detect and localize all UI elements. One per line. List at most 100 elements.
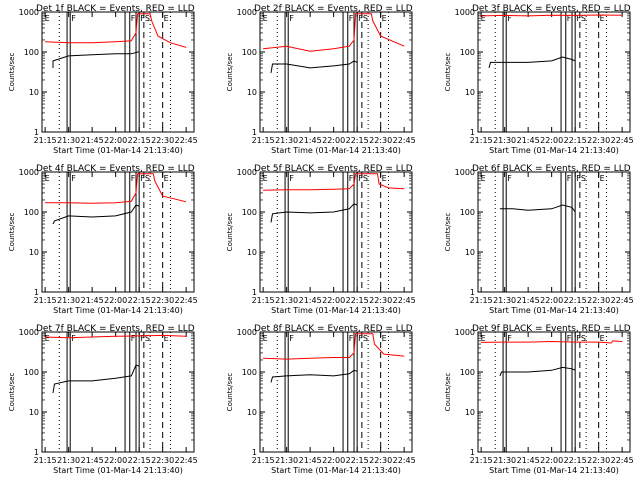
marker-letter: F (71, 174, 76, 183)
y-axis-label: Counts/sec (226, 373, 234, 412)
marker-letter: F (349, 334, 354, 343)
y-tick-label: 1000 (237, 8, 257, 17)
marker-letter: F (349, 174, 354, 183)
axes-frame (259, 171, 413, 293)
x-tick-label: 21:15 (470, 296, 493, 305)
marker-letter: S (581, 334, 586, 343)
x-tick-label: 22:30 (151, 296, 174, 305)
y-tick-label: 100 (24, 208, 39, 217)
marker-letter: E (600, 334, 605, 343)
marker-letter: F (567, 174, 572, 183)
lld-series-line (263, 333, 405, 360)
lld-series-line (45, 13, 187, 48)
panel-title: Det 9f BLACK = Events, RED = LLD (472, 324, 631, 334)
x-tick-label: 22:00 (322, 456, 345, 465)
x-tick-label: 22:00 (540, 136, 563, 145)
marker-letter: F (131, 14, 136, 23)
marker-letter: F (289, 14, 294, 23)
x-tick-label: 22:45 (393, 136, 416, 145)
y-tick-label: 1 (34, 128, 39, 137)
x-axis-label: Start Time (01-Mar-14 21:13:40) (489, 146, 619, 155)
x-tick-label: 21:15 (252, 456, 275, 465)
y-tick-label: 100 (242, 368, 257, 377)
y-tick-label: 1000 (455, 328, 475, 337)
x-tick-label: 22:30 (587, 136, 610, 145)
y-axis-label: Counts/sec (444, 373, 452, 412)
marker-letter: F (567, 334, 572, 343)
marker-letter: E (600, 174, 605, 183)
x-tick-label: 22:15 (564, 296, 587, 305)
marker-letter: F (140, 334, 145, 343)
events-series-line (52, 51, 140, 68)
panel-title: Det 5f BLACK = Events, RED = LLD (254, 164, 413, 174)
panel-title: Det 4f BLACK = Events, RED = LLD (36, 164, 195, 174)
events-series-line (270, 203, 358, 223)
x-tick-label: 21:45 (299, 136, 322, 145)
lld-series-line (45, 334, 187, 339)
axes-frame (259, 11, 413, 133)
events-series-line (270, 369, 358, 383)
x-tick-label: 21:30 (57, 296, 80, 305)
x-tick-label: 22:45 (175, 296, 198, 305)
x-axis-label: Start Time (01-Mar-14 21:13:40) (53, 146, 183, 155)
panel-title: Det 6f BLACK = Events, RED = LLD (472, 164, 631, 174)
marker-letter: F (576, 174, 581, 183)
x-tick-label: 22:00 (540, 456, 563, 465)
panel-title: Det 7f BLACK = Events, RED = LLD (36, 324, 195, 334)
x-tick-label: 21:45 (299, 456, 322, 465)
y-tick-label: 1 (470, 128, 475, 137)
x-tick-label: 22:45 (175, 456, 198, 465)
detector-panel: Det 5f BLACK = Events, RED = LLD 1 10 100 10… (226, 164, 416, 315)
marker-letter: F (507, 174, 512, 183)
x-tick-label: 22:30 (369, 136, 392, 145)
detector-panel: Det 3f BLACK = Events, RED = LLD 1 10 100 10… (444, 4, 634, 155)
x-tick-label: 22:30 (369, 296, 392, 305)
x-tick-label: 21:45 (81, 136, 104, 145)
marker-letter: S (363, 14, 368, 23)
marker-letter: E (382, 174, 387, 183)
x-tick-label: 22:00 (104, 296, 127, 305)
x-tick-label: 21:15 (34, 136, 57, 145)
marker-letter: E (481, 174, 486, 183)
x-tick-label: 21:15 (252, 136, 275, 145)
x-tick-label: 22:00 (104, 136, 127, 145)
marker-letter: S (363, 334, 368, 343)
y-tick-label: 10 (29, 88, 39, 97)
x-tick-label: 22:30 (587, 296, 610, 305)
marker-letter: E (164, 174, 169, 183)
marker-letter: F (507, 14, 512, 23)
x-tick-label: 22:15 (564, 456, 587, 465)
x-tick-label: 22:45 (175, 136, 198, 145)
detector-panel: Det 2f BLACK = Events, RED = LLD 1 10 100 10… (226, 4, 416, 155)
x-tick-label: 22:45 (611, 456, 634, 465)
x-tick-label: 21:30 (493, 136, 516, 145)
detector-panel: Det 8f BLACK = Events, RED = LLD 1 10 100 10… (226, 324, 416, 475)
marker-letter: S (363, 174, 368, 183)
y-axis-label: Counts/sec (8, 53, 16, 92)
y-tick-label: 10 (465, 408, 475, 417)
marker-letter: F (131, 174, 136, 183)
x-tick-label: 21:15 (470, 456, 493, 465)
panel-title: Det 3f BLACK = Events, RED = LLD (472, 4, 631, 14)
marker-letter: E (481, 334, 486, 343)
lld-series-line (263, 173, 405, 191)
marker-letter: E (263, 14, 268, 23)
marker-letter: E (382, 334, 387, 343)
x-tick-label: 22:15 (128, 136, 151, 145)
y-tick-label: 1000 (19, 328, 39, 337)
y-tick-label: 10 (247, 248, 257, 257)
x-tick-label: 22:00 (540, 296, 563, 305)
marker-letter: F (140, 14, 145, 23)
y-tick-label: 10 (247, 408, 257, 417)
marker-letter: E (382, 14, 387, 23)
y-tick-label: 1 (470, 288, 475, 297)
marker-letter: E (263, 174, 268, 183)
x-tick-label: 22:45 (611, 136, 634, 145)
x-tick-label: 21:15 (34, 296, 57, 305)
panel-title: Det 2f BLACK = Events, RED = LLD (254, 4, 413, 14)
x-axis-label: Start Time (01-Mar-14 21:13:40) (489, 306, 619, 315)
y-tick-label: 1 (252, 128, 257, 137)
x-tick-label: 22:15 (128, 456, 151, 465)
y-tick-label: 10 (465, 88, 475, 97)
marker-letter: E (164, 334, 169, 343)
